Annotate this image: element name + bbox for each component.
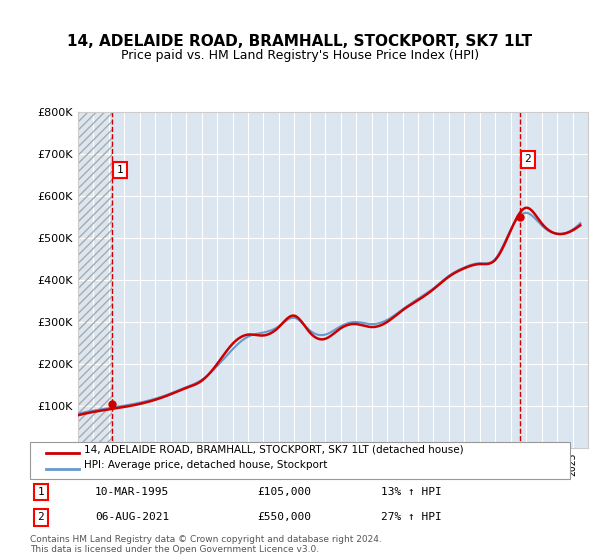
Text: 06-AUG-2021: 06-AUG-2021 — [95, 512, 169, 522]
Text: 14, ADELAIDE ROAD, BRAMHALL, STOCKPORT, SK7 1LT: 14, ADELAIDE ROAD, BRAMHALL, STOCKPORT, … — [67, 35, 533, 49]
Text: 2: 2 — [37, 512, 44, 522]
Text: £105,000: £105,000 — [257, 487, 311, 497]
Text: HPI: Average price, detached house, Stockport: HPI: Average price, detached house, Stoc… — [84, 460, 328, 470]
Text: Contains HM Land Registry data © Crown copyright and database right 2024.
This d: Contains HM Land Registry data © Crown c… — [30, 535, 382, 554]
Text: 13% ↑ HPI: 13% ↑ HPI — [381, 487, 442, 497]
Text: 10-MAR-1995: 10-MAR-1995 — [95, 487, 169, 497]
Text: 1: 1 — [37, 487, 44, 497]
Text: Price paid vs. HM Land Registry's House Price Index (HPI): Price paid vs. HM Land Registry's House … — [121, 49, 479, 63]
Text: 1: 1 — [116, 165, 123, 175]
Text: 14, ADELAIDE ROAD, BRAMHALL, STOCKPORT, SK7 1LT (detached house): 14, ADELAIDE ROAD, BRAMHALL, STOCKPORT, … — [84, 444, 464, 454]
Text: 27% ↑ HPI: 27% ↑ HPI — [381, 512, 442, 522]
FancyBboxPatch shape — [30, 442, 570, 479]
Text: £550,000: £550,000 — [257, 512, 311, 522]
Text: 2: 2 — [524, 155, 531, 165]
